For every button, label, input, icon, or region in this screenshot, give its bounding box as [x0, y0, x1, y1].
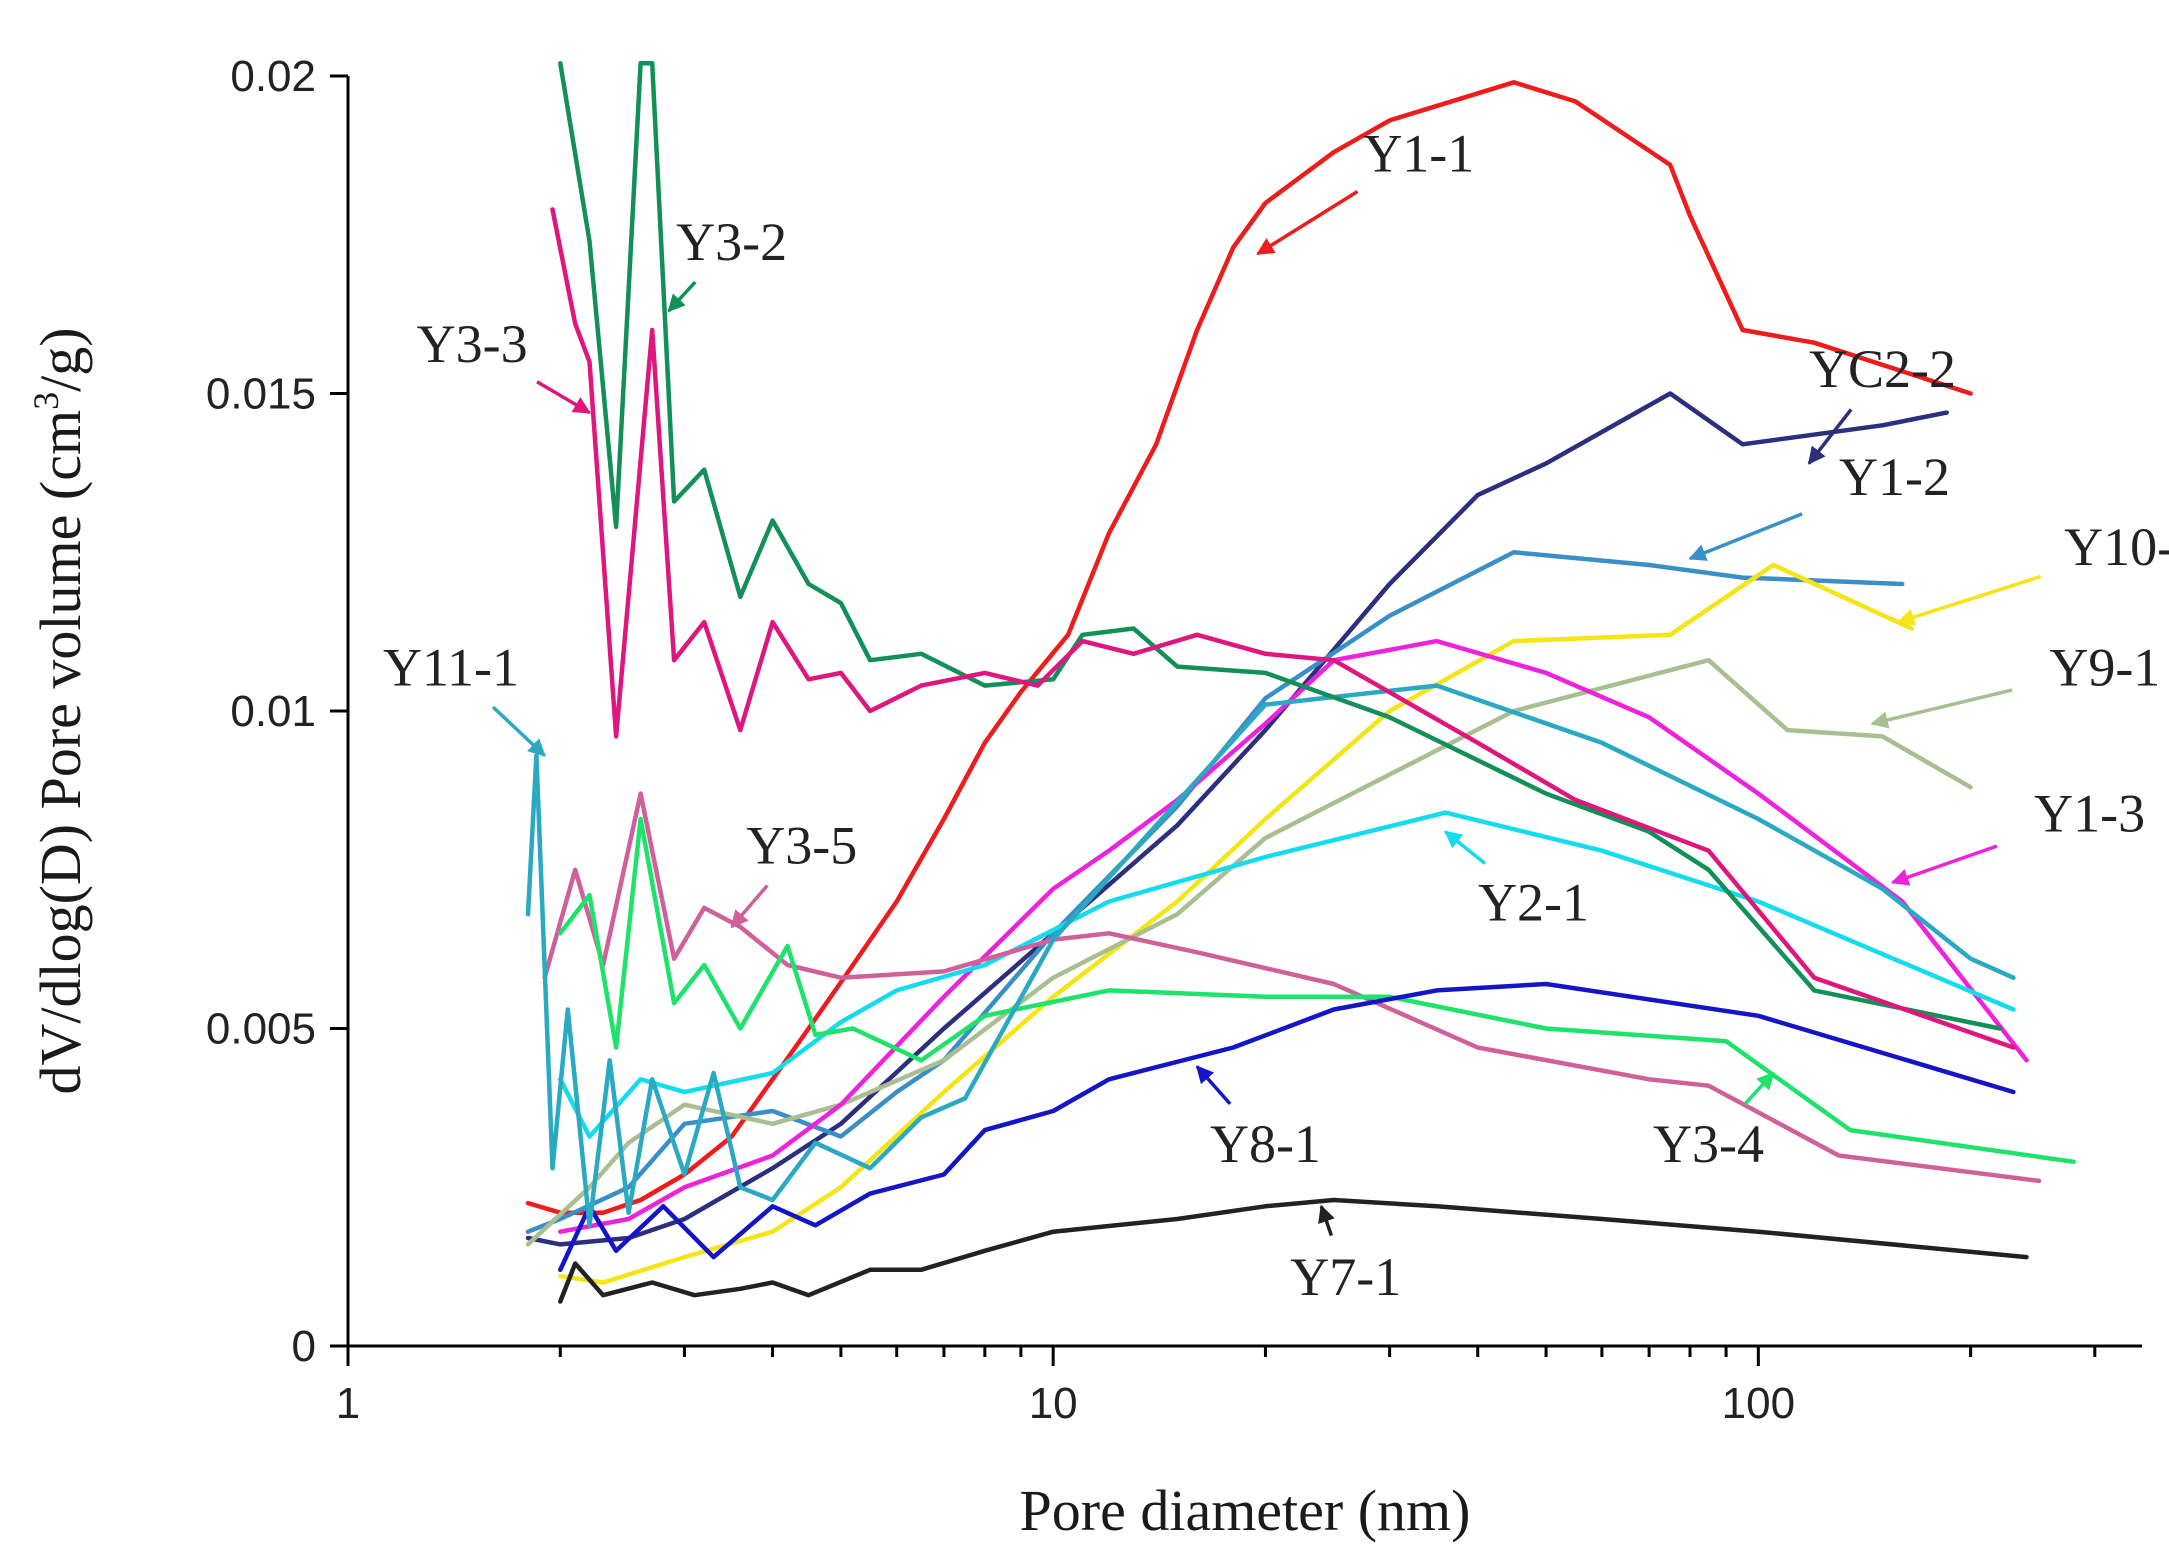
series-line-y3-2 [558, 61, 2003, 1031]
series-pointer-y3-4 [1743, 1071, 1775, 1106]
y-axis-title-exponent: 3 [26, 392, 66, 410]
series-line-y8-1 [558, 981, 2016, 1273]
series-labels: Y1-1 YC2-2 Y1-2 Y10-1 Y9-1 Y1-3 Y2-1 Y3-5 Y3-4 Y8… [383, 123, 2169, 1307]
y-axis-title: dV/dlog(D) Pore volume (cm3/g) [26, 327, 93, 1094]
x-axis-ticks: 1 10 100 [336, 1346, 2097, 1428]
series-pointer-y2-1 [1444, 830, 1487, 865]
series-line-y7-1 [558, 1197, 2029, 1304]
series-label-y10-1: Y10-1 [2064, 517, 2169, 577]
series-line-y1-1 [525, 80, 1973, 1215]
series-pointer-y8-1 [1195, 1065, 1232, 1106]
series-pointer-y10-1 [1896, 574, 2042, 626]
series-line-y3-4 [558, 816, 2076, 1165]
y-tick-label: 0.02 [230, 52, 316, 101]
series-label-y9-1: Y9-1 [2049, 638, 2160, 698]
y-tick-label: 0.01 [230, 687, 316, 736]
x-tick-label: 1 [336, 1379, 360, 1428]
series-pointer-y3-3 [536, 380, 592, 415]
series-label-y3-2: Y3-2 [676, 212, 787, 272]
series-label-yc2-2: YC2-2 [1809, 339, 1956, 399]
series-pointer-y3-5 [730, 884, 769, 929]
series-line-y10-1 [558, 562, 1914, 1285]
series-line-y9-1 [525, 657, 1973, 1247]
series-pointer-y1-2 [1688, 512, 1803, 561]
series-line-y3-3 [550, 207, 2016, 1050]
series-line-y3-5 [542, 791, 2042, 1184]
series-pointer-y7-1 [1318, 1204, 1335, 1237]
y-axis-title-unit: /g) [28, 327, 93, 391]
series-line-yc2-2 [525, 391, 1949, 1247]
series-pointer-yc2-2 [1807, 408, 1853, 465]
series-label-y3-3: Y3-3 [417, 314, 528, 374]
x-axis-title: Pore diameter (nm) [1020, 1478, 1471, 1543]
x-tick-label: 100 [1722, 1379, 1795, 1428]
series-label-y3-5: Y3-5 [746, 815, 857, 875]
y-axis-ticks: 0 0.005 0.01 0.015 0.02 [206, 52, 348, 1371]
series-label-y1-2: Y1-2 [1839, 447, 1950, 507]
y-tick-label: 0.005 [206, 1005, 316, 1054]
y-axis-title-main: dV/dlog(D) Pore volume (cm [28, 410, 93, 1095]
series-label-y11-1: Y11-1 [383, 638, 519, 698]
y-tick-label: 0.015 [206, 370, 316, 419]
series-line-y1-2 [525, 550, 1905, 1234]
series-label-y3-4: Y3-4 [1653, 1114, 1764, 1174]
y-tick-label: 0 [292, 1322, 316, 1371]
x-tick-label: 10 [1029, 1379, 1078, 1428]
series-label-y1-3: Y1-3 [2034, 784, 2145, 844]
series-label-y7-1: Y7-1 [1290, 1247, 1401, 1307]
series-label-y2-1: Y2-1 [1478, 873, 1589, 933]
series-line-y11-1 [525, 683, 2016, 1228]
series-pointer-y1-3 [1890, 844, 1998, 886]
series-pointer-y9-1 [1870, 688, 2013, 729]
series-pointer-y3-2 [667, 280, 697, 313]
series-label-y1-1: Y1-1 [1363, 123, 1474, 183]
series-label-y8-1: Y8-1 [1210, 1114, 1321, 1174]
series-layer [525, 61, 2076, 1304]
series-pointer-y11-1 [491, 705, 546, 757]
series-line-y2-1 [558, 810, 2016, 1139]
series-pointer-y1-1 [1256, 190, 1359, 256]
